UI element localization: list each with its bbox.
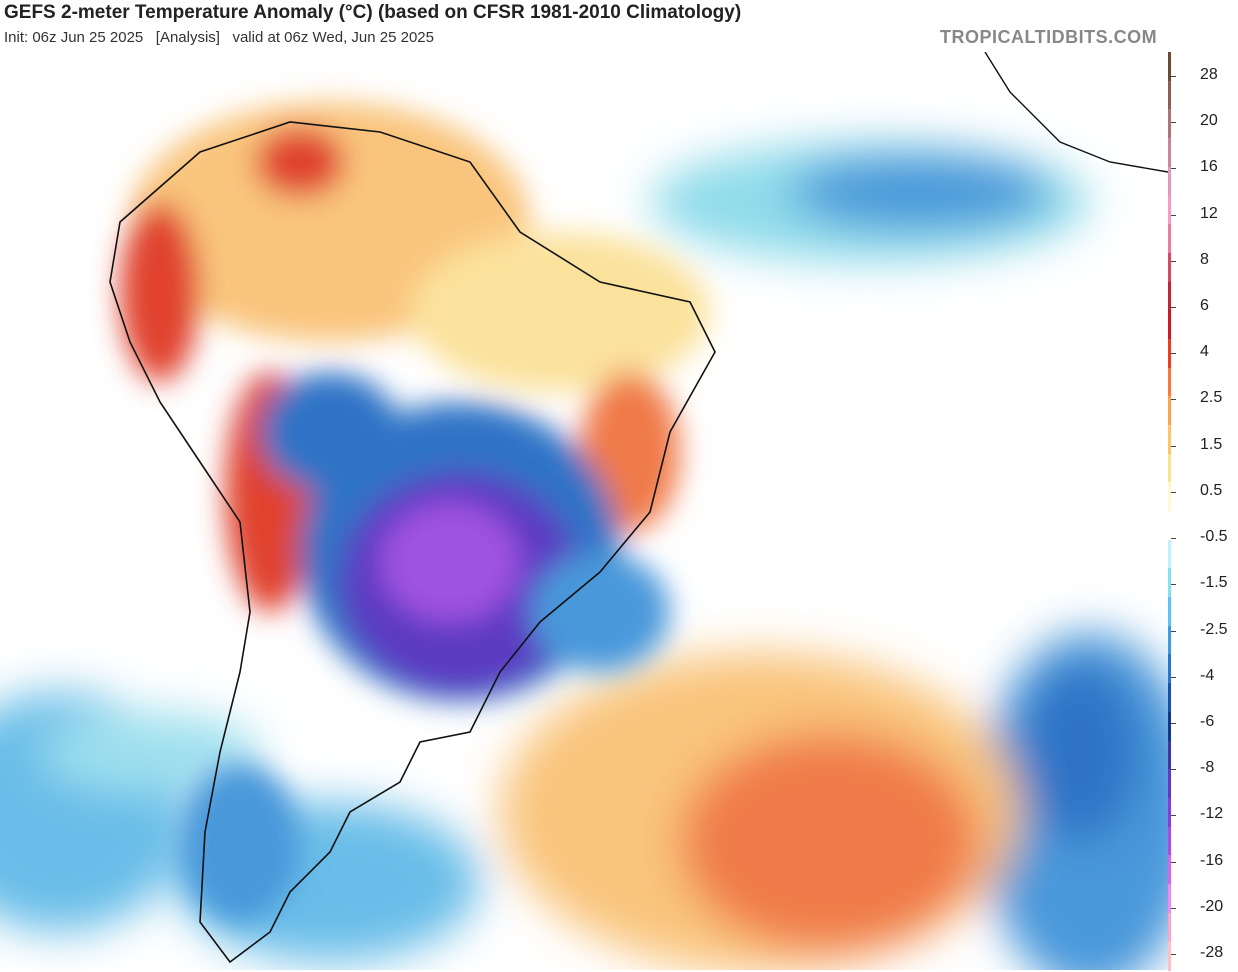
colorbar-tick <box>1171 260 1176 262</box>
colorbar-tick-label: -28 <box>1200 944 1224 961</box>
colorbar-swatch <box>1168 826 1171 856</box>
colorbar-tick <box>1171 722 1176 724</box>
anomaly-map <box>0 52 1168 970</box>
colorbar-tick-label: -8 <box>1200 759 1215 777</box>
colorbar-swatch <box>1168 797 1171 828</box>
colorbar-swatch <box>1168 941 1171 971</box>
map-subtitle: Init: 06z Jun 25 2025 [Analysis] valid a… <box>4 29 434 46</box>
colorbar-tick-label: -20 <box>1200 897 1224 915</box>
colorbar-tick <box>1171 954 1176 955</box>
colorbar-swatch <box>1168 683 1171 713</box>
africa-coastline <box>984 52 1168 173</box>
colorbar-swatch <box>1168 711 1171 741</box>
colorbar-tick <box>1171 907 1176 909</box>
colorbar-tick-label: -1.5 <box>1200 574 1228 592</box>
colorbar-tick-label: -16 <box>1200 851 1224 869</box>
coastline <box>109 121 716 964</box>
colorbar-tick <box>1171 353 1176 355</box>
colorbar-swatch <box>1168 654 1171 684</box>
colorbar-swatch <box>1168 252 1171 282</box>
colorbar-swatch <box>1168 338 1171 369</box>
colorbar-tick <box>1171 491 1176 493</box>
colorbar-tick-label: 4 <box>1200 343 1209 361</box>
colorbar-swatch <box>1168 224 1171 254</box>
colorbar-tick <box>1171 630 1176 632</box>
colorbar-swatch <box>1168 539 1171 569</box>
colorbar-swatch <box>1168 453 1171 483</box>
colorbar-tick-label: 20 <box>1200 112 1218 130</box>
colorbar-swatch <box>1168 511 1171 541</box>
colorbar-swatch <box>1168 109 1171 139</box>
colorbar-swatch <box>1168 855 1171 885</box>
colorbar-tick <box>1171 399 1176 401</box>
colorbar-tick-label: 8 <box>1200 250 1209 268</box>
colorbar-swatch <box>1168 195 1171 225</box>
colorbar: 28 20 16 12 8 6 4 2.5 1.5 0.5 -0.5 -1.5 -2.5 -4 -6 -8 -1… <box>1168 52 1238 971</box>
colorbar-swatch <box>1168 310 1171 340</box>
colorbar-swatch <box>1168 769 1171 799</box>
colorbar-tick <box>1171 815 1176 817</box>
colorbar-tick-label: 0.5 <box>1200 481 1223 499</box>
colorbar-tick <box>1171 861 1176 863</box>
colorbar-tick-label: 2.5 <box>1200 389 1223 407</box>
colorbar-swatch <box>1168 281 1171 311</box>
colorbar-tick-label: 16 <box>1200 158 1218 176</box>
colorbar-tick-label: -6 <box>1200 712 1215 730</box>
colorbar-swatch <box>1168 912 1171 942</box>
site-watermark[interactable]: TROPICALTIDBITS.COM <box>940 27 1158 47</box>
colorbar-swatch <box>1168 568 1171 598</box>
colorbar-swatch <box>1168 482 1171 512</box>
colorbar-swatch <box>1168 424 1171 455</box>
colorbar-tick <box>1171 122 1176 124</box>
colorbar-swatch <box>1168 166 1171 196</box>
colorbar-swatch <box>1168 396 1171 426</box>
colorbar-swatch <box>1168 138 1171 168</box>
colorbar-tick-label: 6 <box>1200 297 1209 315</box>
colorbar-tick <box>1171 676 1176 678</box>
colorbar-tick-label: -2.5 <box>1200 620 1228 638</box>
colorbar-tick-label: 12 <box>1200 204 1218 222</box>
colorbar-swatch <box>1168 52 1171 82</box>
colorbar-tick <box>1171 445 1176 447</box>
colorbar-swatch <box>1168 740 1171 770</box>
colorbar-swatch <box>1168 80 1171 110</box>
colorbar-tick <box>1171 214 1176 216</box>
colorbar-tick-label: 28 <box>1200 66 1218 83</box>
colorbar-tick <box>1171 307 1176 309</box>
colorbar-tick-label: -0.5 <box>1200 528 1228 546</box>
colorbar-swatch <box>1168 367 1171 397</box>
colorbar-tick <box>1171 76 1176 77</box>
colorbar-swatch <box>1168 625 1171 655</box>
map-title: GEFS 2-meter Temperature Anomaly (°C) (b… <box>4 2 742 23</box>
colorbar-tick <box>1171 538 1176 540</box>
colorbar-swatch <box>1168 597 1171 627</box>
colorbar-tick-label: 1.5 <box>1200 435 1223 453</box>
colorbar-swatch <box>1168 883 1171 914</box>
colorbar-tick-label: -12 <box>1200 805 1224 823</box>
colorbar-tick <box>1171 769 1176 771</box>
anomaly-field-broad <box>0 142 1168 970</box>
colorbar-tick <box>1171 584 1176 586</box>
colorbar-tick-label: -4 <box>1200 666 1215 684</box>
colorbar-tick <box>1171 168 1176 170</box>
